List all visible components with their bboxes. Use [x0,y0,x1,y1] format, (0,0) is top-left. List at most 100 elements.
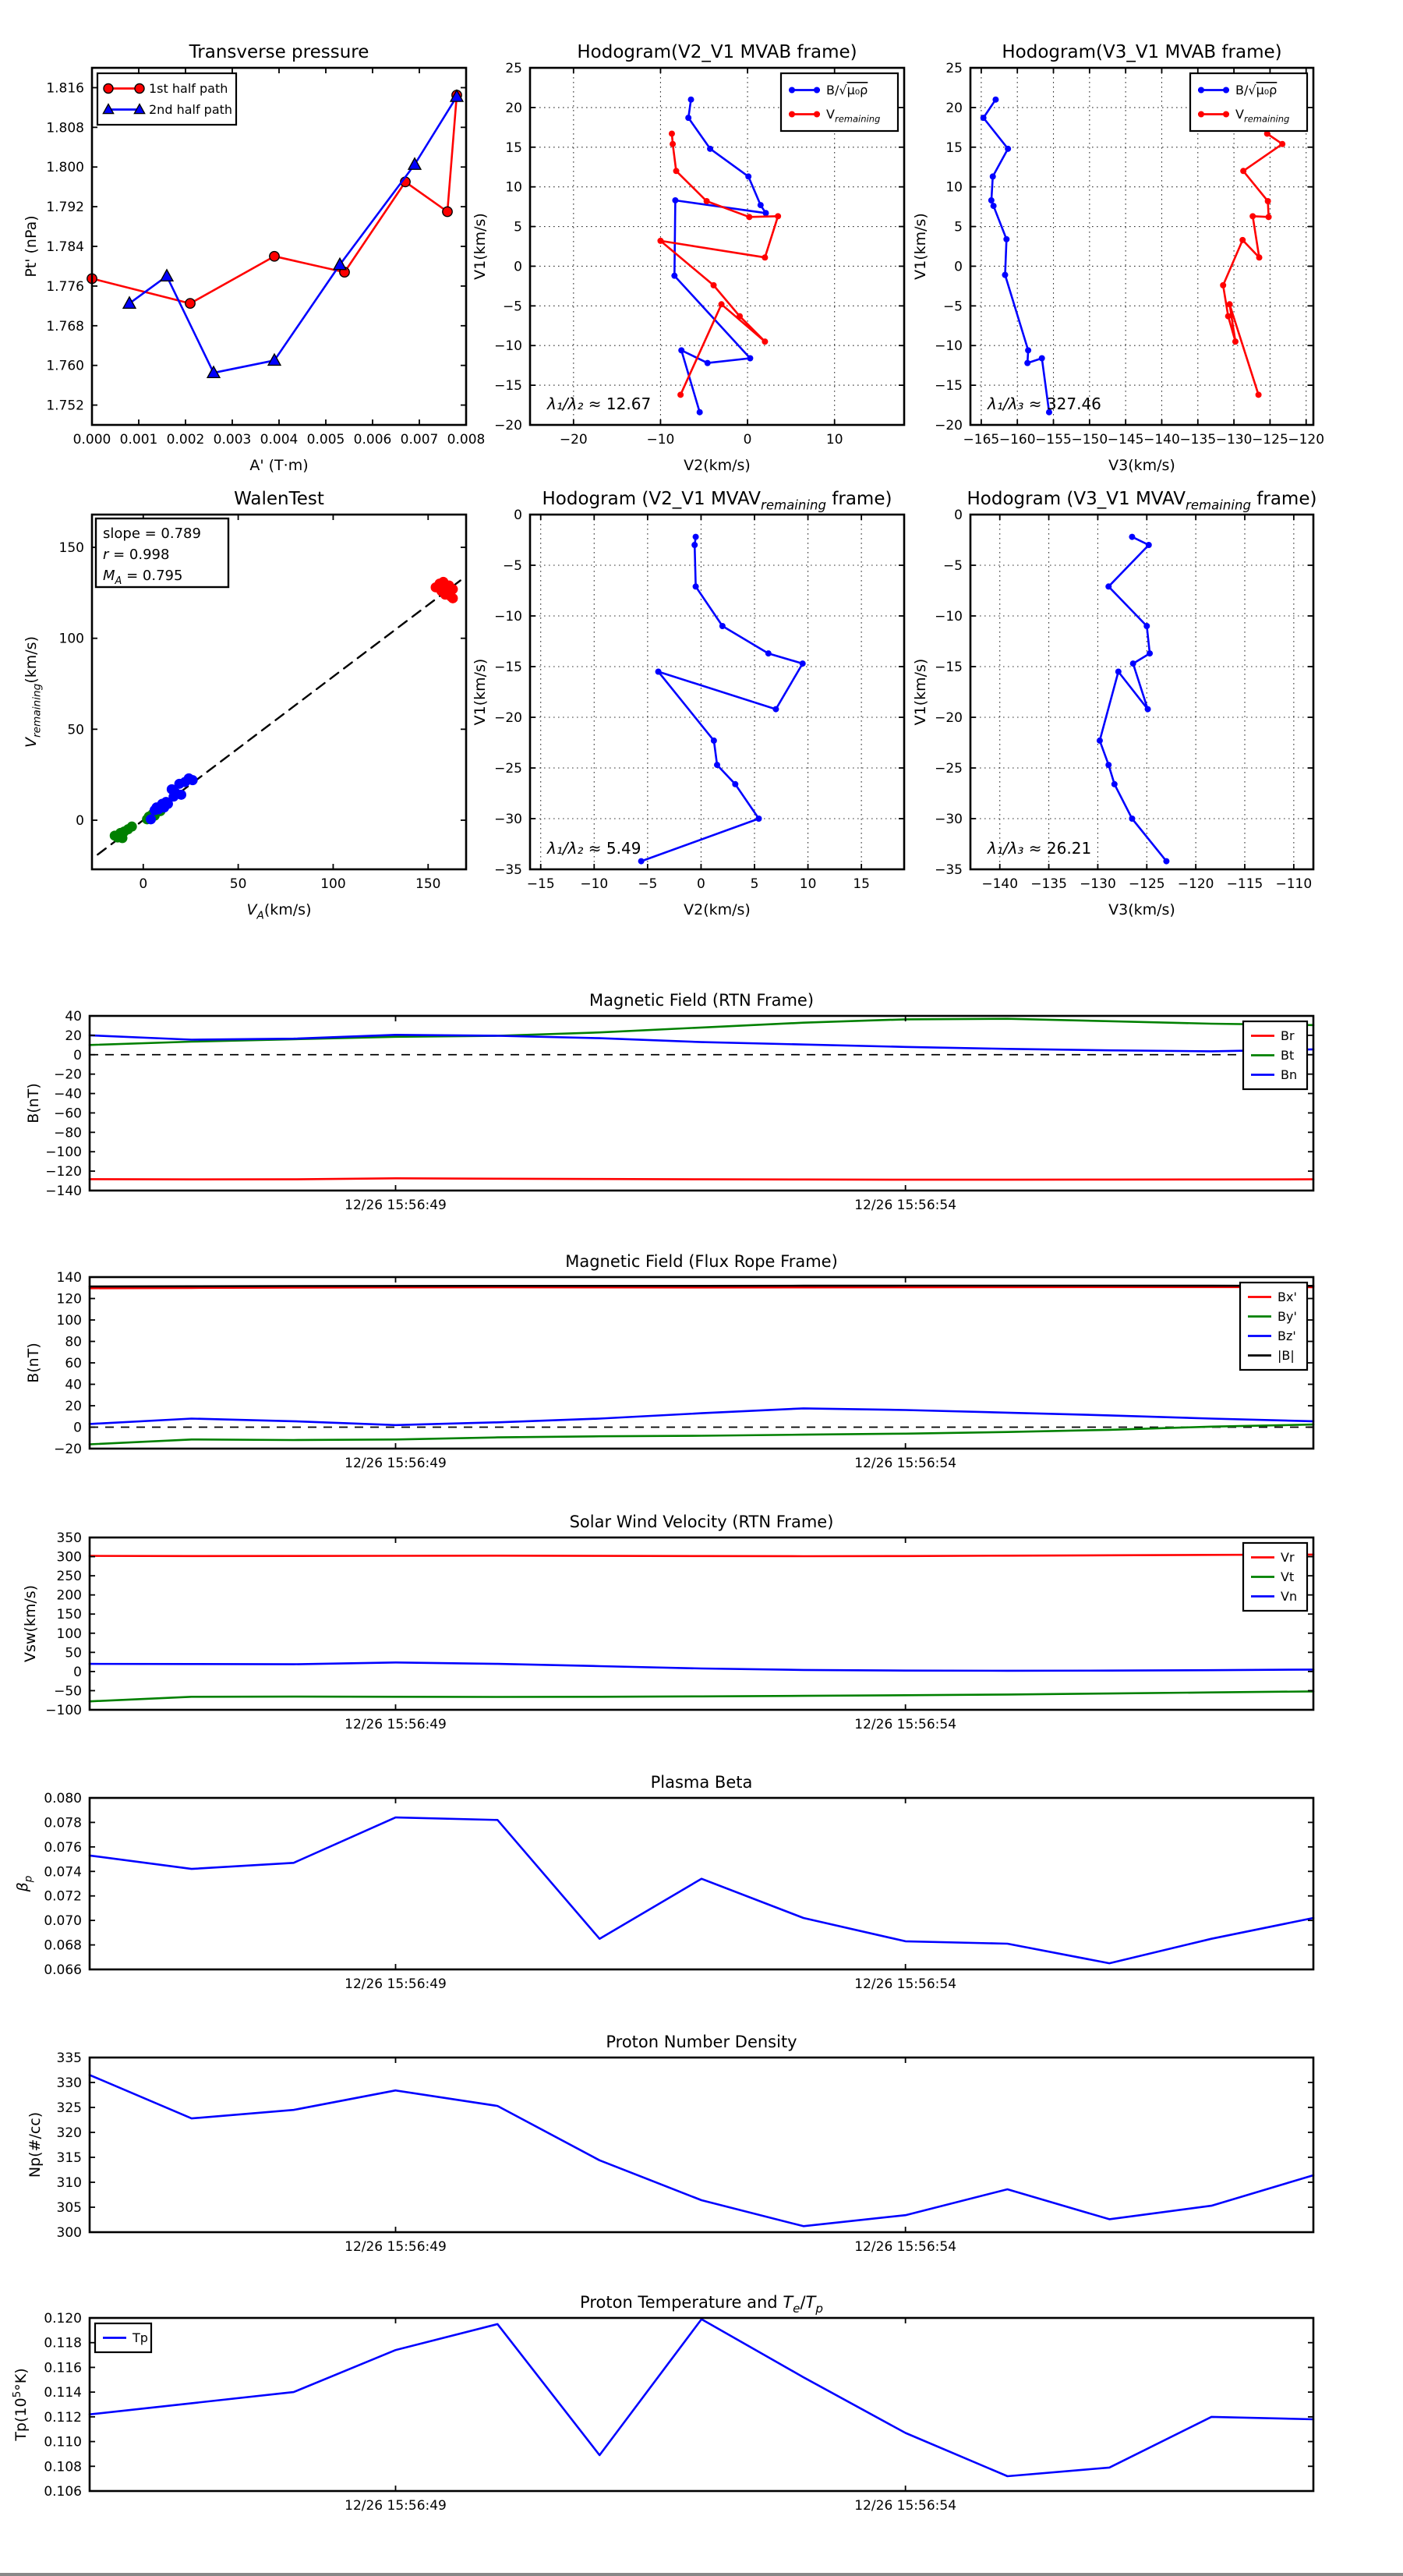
y-tick-label: −35 [494,862,522,878]
marker-dot [814,111,820,118]
y-tick-label: 1.816 [46,80,84,96]
marker-dot [1129,533,1136,540]
series-Vr [88,1553,1315,1558]
y-tick-label: 0.114 [44,2385,82,2401]
y-tick-label: 0.106 [44,2484,82,2500]
x-tick-label: −20 [560,432,588,448]
series-line-Bt [88,1017,1315,1046]
y-axis-label: V1(km/s) [472,659,489,726]
axes-spines [528,513,906,871]
series-walen-red-points [430,576,458,603]
x-tick-label: −145 [1108,432,1144,448]
y-axis-label: V1(km/s) [912,659,929,726]
legend-box [779,72,899,133]
chart-transverse-pressure: 0.000 0.001 0.002 0.003 0.004 0.005 0.006 0.007… [23,42,485,474]
legend-label: |B| [1278,1348,1295,1363]
marker-dot [757,202,764,209]
marker-dot [745,173,752,180]
legend: B/√μ₀ρ Vremaining [1189,72,1309,133]
y-tick-label: 20 [65,1399,82,1414]
x-axis-label: V2(km/s) [684,901,751,918]
y-tick-label: 25 [505,61,522,76]
series-v-remaining [657,130,782,398]
marker-triangle [332,257,348,271]
y-tick-label: 0.076 [44,1840,82,1856]
y-tick-label: 1.776 [46,279,84,295]
marker-triangle [206,365,221,379]
legend: Bx' By' Bz' |B| [1239,1281,1309,1371]
y-axis-label: B(nT) [25,1083,42,1123]
axes-spines [88,2056,1315,2234]
marker-dot [1263,130,1270,137]
y-tick-label: 250 [57,1569,82,1584]
series-walen-blue-points [146,773,198,825]
y-tick-label: 150 [59,540,84,556]
series-beta-p [88,1816,1315,1965]
series-2nd-half-path [122,89,465,379]
marker-dot [655,668,662,675]
marker-dot [1147,650,1154,657]
series-line-Vn [88,1661,1315,1672]
marker-dot [657,237,664,244]
y-tick-label: −35 [935,862,963,878]
marker-dot [1198,111,1204,118]
y-tick-label: 0 [954,508,963,523]
lambda-annotation: λ₁/λ₂ ≈ 5.49 [546,839,641,858]
marker-dot [737,313,744,320]
x-tick-label: −120 [1178,876,1214,892]
x-axis-label: V2(km/s) [684,457,751,474]
stats-line: slope = 0.789 [103,525,201,542]
marker-dot [1240,168,1247,175]
legend-label: Vremaining [1235,107,1289,124]
marker-circle [185,298,196,310]
marker-dot [775,213,782,220]
marker-dot [718,301,725,308]
marker-dot [1024,359,1031,366]
y-tick-label: 20 [505,101,522,116]
x-tick-label: −130 [1216,432,1253,448]
series-B-over-sqrt-mu0rho [980,96,1052,416]
series-Bz-prime [88,1407,1315,1427]
legend-label: Vremaining [826,107,880,124]
y-tick-label: 100 [57,1626,82,1642]
x-tick-label: −5 [638,876,657,892]
y-tick-label: 0.112 [44,2410,82,2426]
series-Bt [88,1017,1315,1046]
y-tick-label: 15 [945,140,963,156]
marker-dot [1232,338,1239,345]
marker-dot [1256,254,1263,261]
y-tick-label: 0 [76,813,84,829]
x-tick-label: 12/26 15:56:54 [854,1456,956,1471]
y-tick-label: −10 [494,338,522,354]
legend: B/√μ₀ρ Vremaining [779,72,899,133]
axes-spines [969,66,1315,426]
chart-proton-number-density: 12/26 15:56:49 12/26 15:56:54 335 330 325 320… [27,2033,1315,2255]
y-tick-label: 0.078 [44,1815,82,1831]
chart-solar-wind-velocity-rtn: 12/26 15:56:49 12/26 15:56:54 350 300 250 200… [22,1513,1315,1732]
marker-dot [670,140,677,147]
x-tick-label: 12/26 15:56:49 [345,2498,447,2514]
y-axis-label: V1(km/s) [472,213,489,280]
y-axis-label: V1(km/s) [912,213,929,280]
y-tick-label: 0 [514,259,522,274]
chart-title: Hodogram (V2_V1 MVAVremaining frame) [542,489,892,512]
y-tick-label: 320 [57,2125,82,2141]
y-tick-label: 0.080 [44,1791,82,1806]
y-tick-label: −120 [45,1164,82,1180]
y-axis-label: Tp(105°K) [11,2368,30,2441]
x-tick-label: −130 [1080,876,1116,892]
x-tick-label: 0 [744,432,752,448]
chart-hodogram-v2v1-mvav: −15 −10 −5 0 5 10 15 0 −5 −10 −15 −20 −25 −30 −35 Hodog… [472,489,906,918]
chart-title: Plasma Beta [651,1773,753,1792]
marker-dot [685,115,692,122]
marker-dot [1143,623,1150,629]
y-tick-label: −15 [935,660,963,675]
legend-label: Br [1281,1028,1295,1043]
x-tick-label: 0.008 [447,432,486,448]
marker-dot [746,214,753,221]
series-line-Np [88,2074,1315,2227]
y-tick-label: −20 [54,1067,82,1083]
marker-dot [447,584,458,595]
x-tick-label: −120 [1288,432,1324,448]
